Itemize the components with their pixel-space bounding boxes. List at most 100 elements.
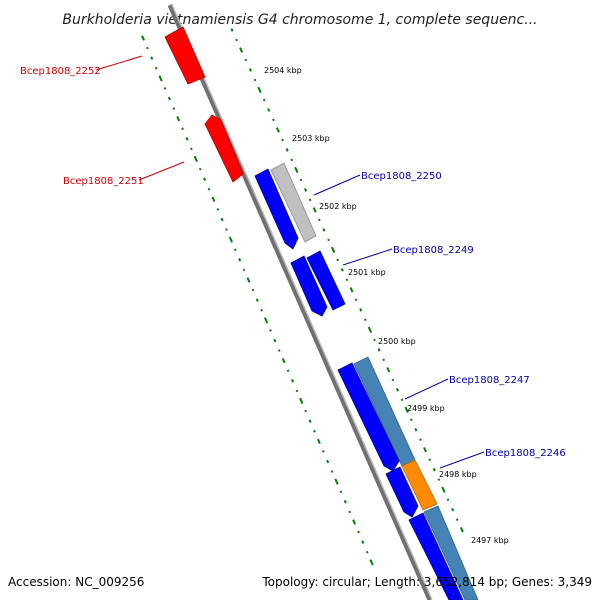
gc-skew-tick	[373, 338, 376, 342]
gc-skew-tick	[349, 287, 354, 293]
gc-skew-tick	[400, 398, 404, 402]
leader-line-2246	[439, 451, 485, 469]
gc-skew-tick	[386, 367, 391, 373]
gc-skew-ring-outer	[141, 35, 374, 566]
gc-skew-tick	[216, 208, 220, 211]
gc-skew-tick	[367, 326, 373, 333]
gene-bcep1808-2249[interactable]	[306, 250, 346, 311]
gc-skew-tick	[238, 258, 242, 262]
leader-line-2251	[138, 161, 185, 181]
gene-blue-2245[interactable]	[385, 466, 419, 518]
gc-skew-tick	[163, 87, 167, 90]
gc-skew-tick	[203, 177, 207, 181]
gc-skew-tick	[260, 308, 264, 312]
gc-skew-tick	[391, 378, 395, 382]
gc-skew-tick	[451, 507, 455, 512]
gene-label-2249[interactable]: Bcep1808_2249	[393, 245, 474, 256]
gc-skew-tick	[299, 397, 304, 405]
gc-skew-tick	[141, 35, 145, 41]
gc-skew-tick	[318, 218, 321, 222]
gc-skew-tick	[354, 298, 358, 302]
gc-skew-tick	[150, 56, 154, 60]
leader-line-2252	[95, 55, 143, 71]
gc-skew-tick	[294, 166, 299, 174]
kbp-label-2501: 2501 kbp	[348, 268, 386, 277]
gene-blue-2243[interactable]	[408, 512, 464, 600]
gc-skew-tick	[326, 459, 330, 464]
gc-skew-tick	[275, 127, 280, 133]
gene-label-2250[interactable]: Bcep1808_2250	[361, 171, 442, 182]
gc-skew-tick	[322, 228, 326, 232]
kbp-label-2500: 2500 kbp	[378, 337, 416, 346]
gc-skew-tick	[299, 178, 303, 182]
gc-skew-tick	[363, 318, 367, 322]
gc-skew-tick	[233, 248, 237, 252]
gc-skew-tick	[262, 98, 266, 102]
gc-skew-tick	[419, 438, 422, 442]
kbp-label-2504: 2504 kbp	[264, 66, 302, 75]
gene-label-2247[interactable]: Bcep1808_2247	[449, 375, 530, 386]
gc-skew-tick	[248, 68, 252, 72]
gc-skew-tick	[340, 268, 344, 272]
gc-skew-tick	[404, 406, 409, 413]
gc-skew-tick	[281, 357, 286, 364]
gene-bcep1808-2248[interactable]	[337, 362, 400, 472]
gc-skew-tick	[198, 167, 202, 171]
gc-skew-tick	[321, 450, 325, 453]
gene-bcep1808-2250-partner[interactable]	[270, 162, 317, 243]
gc-skew-tick	[352, 519, 357, 525]
gc-skew-tick	[428, 458, 432, 462]
gene-bcep1808-2251[interactable]	[204, 114, 244, 183]
gc-skew-tick	[359, 308, 363, 312]
gc-skew-tick	[446, 498, 450, 502]
gc-skew-tick	[295, 389, 299, 393]
gc-skew-tick	[339, 490, 343, 494]
gc-skew-tick	[330, 470, 334, 473]
gc-skew-tick	[455, 518, 459, 522]
gc-skew-tick	[244, 58, 248, 62]
chromosome-backbone	[167, 3, 433, 600]
gc-skew-tick	[230, 28, 234, 32]
kbp-label-2502: 2502 kbp	[319, 202, 357, 211]
gc-skew-tick	[348, 510, 352, 514]
gc-skew-tick	[277, 349, 281, 352]
gc-skew-tick	[377, 348, 381, 352]
gc-skew-tick	[304, 409, 308, 413]
gc-skew-tick	[255, 298, 259, 302]
gc-skew-tick	[239, 47, 244, 53]
gc-skew-tick	[330, 246, 336, 254]
genome-summary-text: Topology: circular; Length: 3,652,814 bp…	[261, 575, 592, 589]
gc-skew-tick	[253, 78, 257, 82]
gc-skew-tick	[220, 217, 224, 222]
gc-skew-tick	[225, 228, 228, 231]
gc-skew-tick	[414, 427, 418, 432]
gc-skew-tick	[263, 317, 269, 324]
gene-steelblue-2244[interactable]	[423, 505, 479, 600]
gc-skew-tick	[290, 379, 295, 383]
gene-label-2246[interactable]: Bcep1808_2246	[485, 448, 566, 459]
gc-skew-tick	[242, 268, 246, 272]
gc-skew-tick	[336, 258, 340, 262]
gc-skew-tick	[382, 358, 386, 362]
gc-skew-tick	[190, 147, 193, 151]
gene-bcep1808-2249-a[interactable]	[290, 255, 328, 317]
gene-bcep1808-2250[interactable]	[254, 168, 299, 250]
gc-skew-tick	[154, 66, 158, 70]
kbp-label-2499: 2499 kbp	[407, 404, 445, 413]
leader-line-2250	[313, 174, 361, 196]
leader-line-2247	[404, 378, 449, 400]
gc-skew-tick	[409, 418, 413, 422]
gc-skew-tick	[185, 137, 189, 141]
gene-bcep1808-2252[interactable]	[164, 26, 206, 85]
gene-label-2252[interactable]: Bcep1808_2252	[20, 66, 101, 77]
gene-bcep1808-2246[interactable]	[401, 459, 438, 511]
gc-skew-tick	[345, 278, 349, 282]
gc-skew-tick	[272, 118, 275, 122]
gc-skew-tick	[312, 207, 317, 213]
kbp-label-2498: 2498 kbp	[439, 470, 477, 479]
gc-skew-tick	[167, 96, 171, 101]
gc-skew-tick	[308, 198, 312, 202]
map-title: Burkholderia vietnamiensis G4 chromosome…	[62, 12, 537, 28]
gene-label-2251[interactable]: Bcep1808_2251	[63, 176, 144, 187]
